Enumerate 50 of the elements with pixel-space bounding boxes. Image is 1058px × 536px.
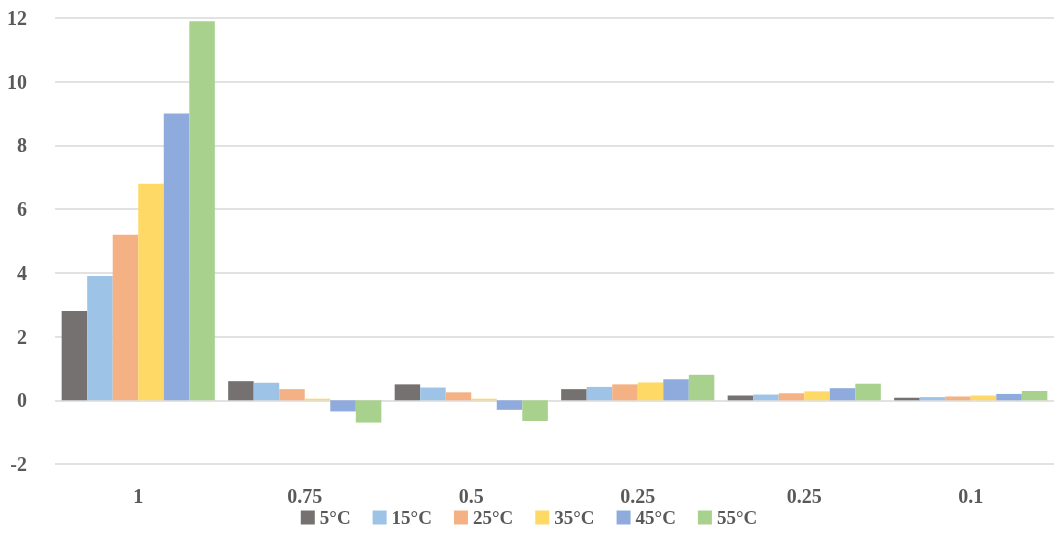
- bar: [919, 397, 946, 401]
- bar: [829, 388, 856, 401]
- bar: [855, 383, 881, 401]
- bar: [496, 400, 523, 410]
- bar: [522, 400, 548, 421]
- bar: [420, 387, 446, 401]
- bar: [612, 384, 638, 401]
- legend-label: 45°C: [635, 507, 676, 528]
- y-tick-label: 4: [17, 261, 27, 284]
- bar: [253, 382, 280, 401]
- bar: [330, 400, 356, 412]
- bar: [586, 386, 613, 401]
- legend-label: 35°C: [554, 507, 595, 528]
- x-tick-label: 0.5: [458, 485, 484, 507]
- y-tick-label: 0: [17, 389, 27, 412]
- bar: [394, 384, 421, 401]
- bar: [355, 400, 382, 423]
- y-tick-label: 8: [17, 134, 27, 157]
- bar: [1021, 391, 1048, 401]
- x-tick-label: 0.75: [287, 485, 323, 507]
- bar: [228, 381, 254, 401]
- bar: [945, 396, 971, 401]
- y-tick-label: 12: [7, 7, 27, 29]
- bar: [87, 276, 113, 401]
- bar: [996, 393, 1022, 401]
- bar: [163, 113, 190, 401]
- y-tick-label: 6: [17, 198, 27, 221]
- legend-label: 5°C: [319, 507, 351, 528]
- bar: [445, 392, 472, 401]
- legend-label: 15°C: [391, 507, 432, 528]
- bar: [804, 391, 830, 401]
- legend-label: 25°C: [472, 507, 514, 528]
- bar: [61, 311, 88, 401]
- bar: [561, 389, 587, 401]
- bar: [637, 382, 664, 401]
- y-tick-label: -2: [10, 453, 27, 475]
- y-tick-label: 2: [17, 325, 27, 348]
- x-tick-label: 0.25: [620, 485, 656, 507]
- bar: [279, 389, 305, 401]
- legend-label: 55°C: [716, 507, 758, 528]
- y-tick-label: 10: [7, 70, 27, 93]
- bar: [663, 379, 689, 401]
- x-tick-label: 0.1: [958, 485, 984, 507]
- bar: [688, 374, 715, 401]
- bar: [112, 234, 139, 401]
- x-tick-label: 1: [133, 485, 144, 507]
- bar: [138, 183, 164, 401]
- bar: [778, 393, 805, 401]
- bar: [189, 21, 215, 401]
- x-tick-label: 0.25: [786, 485, 822, 507]
